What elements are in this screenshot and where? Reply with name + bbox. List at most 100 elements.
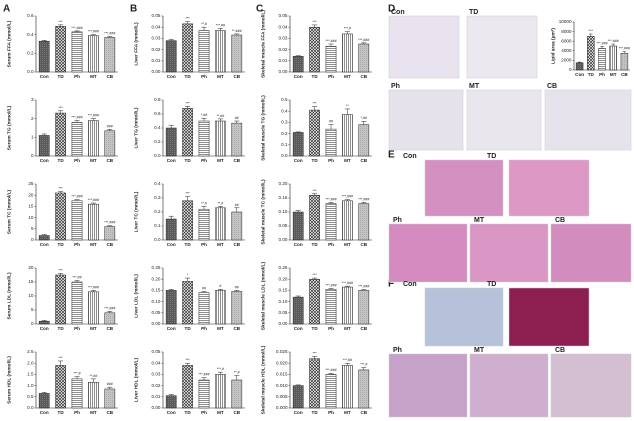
bar <box>215 30 226 73</box>
significance-label: ***,### <box>358 38 369 42</box>
micrograph-label: CB <box>547 83 557 90</box>
bar <box>165 218 177 241</box>
bar <box>342 33 353 73</box>
x-tick-label: CB <box>360 326 367 331</box>
micrograph-label: MT <box>469 83 480 90</box>
micrograph <box>388 15 460 79</box>
y-tick-label: 0.15 <box>152 288 161 293</box>
y-tick-label: 0.0 <box>154 237 161 242</box>
bar <box>88 35 99 73</box>
y-tick-label: 0.20 <box>152 276 161 281</box>
y-axis-label: Liver LDL (mmol/L) <box>133 274 139 318</box>
bar <box>215 290 226 325</box>
micrograph-label: TD <box>487 153 496 160</box>
bar <box>38 393 50 409</box>
y-tick-label: 0.20 <box>279 276 288 281</box>
significance-label: **,## <box>217 114 225 118</box>
x-tick-label: Con <box>40 158 49 163</box>
x-tick-label: Con <box>575 72 584 77</box>
micrograph <box>388 89 464 151</box>
micrograph <box>466 15 538 79</box>
y-tick-label: 0.000 <box>276 405 288 410</box>
y-tick-label: 0 <box>569 67 572 72</box>
y-tick-label: 0.05 <box>152 349 161 354</box>
bar <box>182 23 193 73</box>
x-tick-label: Con <box>40 326 49 331</box>
x-tick-label: MT <box>90 326 97 331</box>
micrograph-label: Ph <box>393 347 402 354</box>
y-axis-label: Skeletal muscle TC (mmol/L) <box>260 179 266 245</box>
y-tick-label: 25 <box>28 181 34 186</box>
significance-label: *,## <box>201 113 207 117</box>
x-tick-label: TD <box>58 158 65 163</box>
y-tick-label: 0.1 <box>154 223 161 228</box>
bar <box>165 40 177 73</box>
y-axis-label: Skeletal muscle HDL (mmol/L) <box>260 345 266 414</box>
x-tick-label: CB <box>106 74 113 79</box>
significance-label: *** <box>185 358 190 362</box>
significance-label: ## <box>235 285 239 289</box>
y-tick-label: 0 <box>31 153 34 158</box>
y-tick-label: 0.15 <box>279 288 288 293</box>
x-tick-label: Ph <box>328 74 334 79</box>
x-tick-label: CB <box>360 410 367 415</box>
x-tick-label: Ph <box>201 326 207 331</box>
y-tick-label: 2.5 <box>27 349 34 354</box>
y-tick-label: 0.05 <box>279 223 288 228</box>
significance-label: ***,### <box>608 39 619 43</box>
micrograph-label: CB <box>555 217 565 224</box>
y-tick-label: 0.01 <box>279 58 288 63</box>
y-tick-label: 0.4 <box>281 108 288 113</box>
significance-label: **,# <box>218 201 224 205</box>
x-tick-label: MT <box>217 326 224 331</box>
bar <box>88 120 99 157</box>
significance-label: ***,### <box>104 306 115 310</box>
x-tick-label: Con <box>167 242 176 247</box>
y-tick-label: 0.4 <box>27 32 34 37</box>
y-tick-label: 0.04 <box>152 360 161 365</box>
y-axis-label: Skeletal muscle TG (mmol/L) <box>260 95 266 161</box>
y-tick-label: 0.3 <box>281 120 288 125</box>
bar <box>292 211 304 241</box>
y-tick-label: 0.2 <box>154 209 161 214</box>
x-tick-label: MT <box>90 158 97 163</box>
y-tick-label: 0.03 <box>152 36 161 41</box>
significance-label: *,## <box>361 116 367 120</box>
x-tick-label: MT <box>344 242 351 247</box>
bar <box>609 45 617 71</box>
significance-label: *** <box>58 268 63 272</box>
micrograph-label: MT <box>474 347 485 354</box>
panel-letter: B <box>130 4 137 15</box>
bar <box>342 200 353 241</box>
bar <box>575 62 584 71</box>
y-tick-label: 0 <box>31 321 34 326</box>
bar <box>55 26 66 73</box>
y-axis-label: Liver FFA (mmol/L) <box>133 22 139 66</box>
x-tick-label: Con <box>40 74 49 79</box>
significance-label: ***,# <box>217 367 224 371</box>
significance-label: ***,### <box>358 284 369 288</box>
bar <box>309 358 320 409</box>
y-tick-label: 2 <box>31 116 34 121</box>
bar <box>71 200 83 241</box>
y-tick-label: 0.00 <box>279 69 288 74</box>
x-tick-label: MT <box>344 158 351 163</box>
x-tick-label: CB <box>360 242 367 247</box>
x-tick-label: Ph <box>74 242 80 247</box>
x-tick-label: MT <box>217 410 224 415</box>
x-tick-label: CB <box>233 326 240 331</box>
y-axis-label: Serum TG (mmol/L) <box>6 105 12 150</box>
micrograph <box>469 223 549 283</box>
y-axis-label: Liver HDL (mmol/L) <box>133 358 139 403</box>
x-tick-label: Ph <box>201 74 207 79</box>
x-tick-label: Ph <box>328 326 334 331</box>
x-tick-label: CB <box>233 74 240 79</box>
y-axis-label: Serum LDL (mmol/L) <box>6 272 12 319</box>
y-tick-label: 0.15 <box>279 195 288 200</box>
micrograph-label: Con <box>403 153 417 160</box>
micrograph <box>550 353 632 418</box>
x-tick-label: MT <box>344 326 351 331</box>
y-tick-label: 0.25 <box>279 265 288 270</box>
x-tick-label: CB <box>233 410 240 415</box>
significance-label: ***,# <box>73 372 80 376</box>
